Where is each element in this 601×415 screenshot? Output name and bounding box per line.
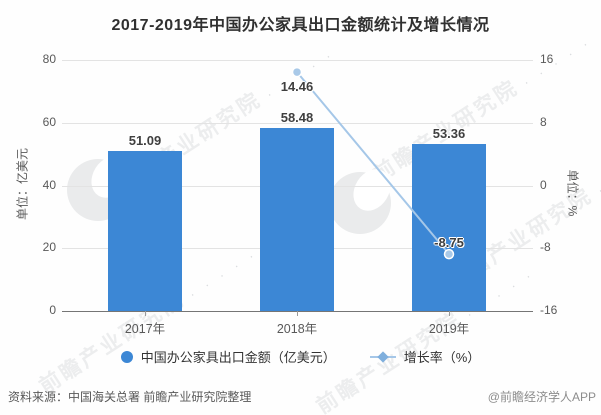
left-axis-tick-label: 0: [49, 303, 56, 317]
line-value-label: -8.75: [434, 235, 464, 251]
x-axis-tick: [449, 311, 450, 316]
right-axis-tick-label: 16: [540, 52, 554, 66]
bar-value-label: 58.48: [280, 110, 314, 125]
line-point-marker: [291, 66, 303, 78]
right-axis-tick-label: 8: [540, 114, 547, 129]
left-axis-tick-label: 80: [42, 52, 56, 66]
credit-note: @前瞻经济学人APP: [487, 390, 596, 404]
legend-item-growth-rate[interactable]: 增长率（%）: [369, 347, 481, 366]
left-axis-tick-label: 40: [42, 177, 56, 192]
line-value-label: 14.46: [280, 79, 314, 95]
right-axis-tick-label: 0: [540, 177, 547, 192]
bar-2019年: [412, 144, 486, 311]
legend-label: 中国办公家具出口金额（亿美元）: [140, 350, 336, 365]
left-axis-tick-label: 20: [42, 240, 56, 255]
bar-2017年: [108, 151, 182, 311]
watermark-logo-icon: [329, 172, 391, 234]
chart-title: 2017-2019年中国办公家具出口金额统计及增长情况: [111, 17, 490, 34]
right-axis-tick-label: -8: [540, 240, 551, 255]
bar-2018年: [260, 128, 334, 311]
x-axis-label: 2018年: [276, 322, 318, 336]
line-series-swatch-icon: [369, 350, 396, 363]
legend-label: 增长率（%）: [403, 350, 481, 365]
data-source-note: 资料来源：中国海关总署 前瞻产业研究院整理: [8, 390, 252, 404]
left-axis-tick-label: 60: [42, 114, 56, 129]
bar-series-swatch-icon: [120, 350, 133, 363]
bar-value-label: 51.09: [128, 133, 162, 148]
bar-value-label: 53.36: [432, 126, 466, 141]
left-axis-title: 单位：亿美元: [15, 147, 30, 221]
right-axis-tick-label: -16: [540, 303, 558, 317]
right-axis-title: 单位：%: [565, 169, 580, 217]
x-axis-tick: [297, 311, 298, 316]
x-axis-label: 2019年: [428, 322, 470, 336]
legend: 中国办公家具出口金额（亿美元） 增长率（%）: [0, 347, 601, 366]
x-axis-tick: [145, 311, 146, 316]
x-axis-label: 2017年: [124, 322, 166, 336]
grid-line: [62, 60, 533, 61]
legend-item-export-amount[interactable]: 中国办公家具出口金额（亿美元）: [120, 347, 336, 366]
